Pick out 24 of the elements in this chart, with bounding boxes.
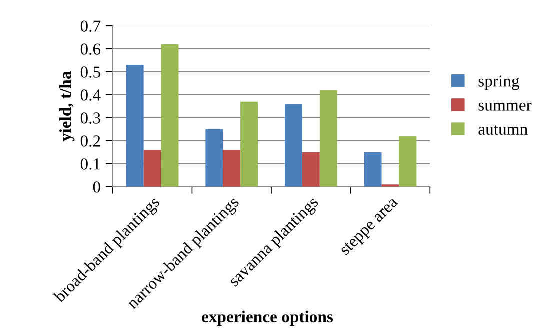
y-tick-label: 0.1 <box>80 158 100 170</box>
y-tick-label: 0.6 <box>80 44 101 55</box>
bar <box>206 129 224 187</box>
y-tick-label: 0.3 <box>80 112 100 124</box>
bar <box>223 150 241 187</box>
bar <box>240 102 258 187</box>
bar <box>126 65 144 187</box>
y-tick-label: 0.4 <box>80 90 101 101</box>
legend-label: summer <box>478 102 532 111</box>
x-axis-title: experience options <box>202 310 334 326</box>
legend-label: autumn <box>478 125 528 135</box>
bar <box>399 136 417 187</box>
legend-label: spring <box>478 76 520 90</box>
bar <box>302 152 320 187</box>
y-axis-title: yield, t/ha <box>60 71 75 142</box>
y-tick-label: 0 <box>93 182 100 193</box>
bar <box>284 104 302 187</box>
y-tick-label: 0.7 <box>80 20 101 32</box>
bar <box>144 150 162 187</box>
y-tick-label: 0.2 <box>80 136 100 147</box>
bar <box>320 90 338 187</box>
bar <box>161 44 179 187</box>
y-tick-label: 0.5 <box>80 66 100 78</box>
bar <box>364 152 382 187</box>
